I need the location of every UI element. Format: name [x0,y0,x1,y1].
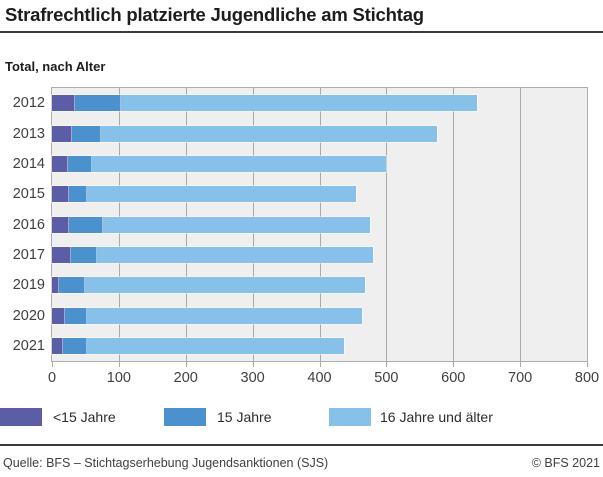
bar-row-2017 [50,245,587,264]
title-divider [0,31,603,33]
x-tick-200 [185,362,187,367]
bar-segment-2017--15-jahre [50,245,73,264]
x-axis-label-400: 400 [307,370,332,386]
x-tick-700 [520,362,522,367]
legend-label: <15 Jahre [53,409,116,425]
bar-row-2019 [50,276,587,295]
x-tick-500 [386,362,388,367]
bar-segment-2014-16-jahre-und-lter [91,154,388,173]
bar-segment-2021-15-jahre [61,336,88,355]
bar-segment-2013-15-jahre [71,124,103,143]
bar-segment-2019--15-jahre [50,276,61,295]
y-axis-label-2020: 2020 [12,307,45,324]
bar-row-2014 [50,154,587,173]
legend: <15 Jahre 15 Jahre 16 Jahre und älter [0,408,603,426]
x-axis-label-300: 300 [240,370,265,386]
y-axis-label-2013: 2013 [12,125,45,142]
bar-segment-2020--15-jahre [51,306,66,325]
bar-segment-2014-15-jahre [67,154,94,173]
footer-copyright: © BFS 2021 [531,456,600,470]
bar-segment-2012--15-jahre [50,94,77,113]
x-axis-label-500: 500 [374,370,399,386]
x-axis-label-0: 0 [47,370,57,386]
x-axis-label-800: 800 [574,370,600,386]
bar-row-2016 [50,215,587,234]
y-axis-label-2019: 2019 [12,277,45,294]
legend-label: 15 Jahre [217,409,272,425]
bar-segment-2017-16-jahre-und-lter [96,245,374,264]
y-axis-label-2017: 2017 [12,246,45,263]
y-axis-label-2021: 2021 [12,337,45,354]
x-tick-0 [52,362,53,367]
y-axis-label-2012: 2012 [12,95,45,112]
legend-swatch-15 [164,408,206,426]
gridline-x-700 [520,88,522,361]
bar-segment-2012-16-jahre-und-lter [119,94,478,113]
x-tick-600 [453,362,455,367]
x-tick-100 [118,362,120,367]
bar-segment-2019-15-jahre [58,276,87,295]
bar-row-2021 [51,336,587,355]
bar-segment-2015-16-jahre-und-lter [85,185,358,204]
x-axis-label-100: 100 [106,370,131,386]
y-axis-label-2014: 2014 [12,155,45,172]
bar-segment-2013-16-jahre-und-lter [100,124,438,143]
bar-segment-2016--15-jahre [50,215,71,234]
bar-row-2012 [50,94,587,113]
bar-segment-2021-16-jahre-und-lter [85,336,345,355]
legend-swatch-16plus [329,408,371,426]
y-axis-label-2015: 2015 [12,186,45,203]
plot-area [50,87,588,362]
bar-segment-2015-15-jahre [68,185,88,204]
y-axis-label-2016: 2016 [12,216,45,233]
bar-segment-2020-16-jahre-und-lter [86,306,364,325]
bar-segment-2013--15-jahre [50,124,74,143]
bar-segment-2015--15-jahre [50,185,71,204]
bar-row-2015 [50,185,587,204]
bar-segment-2019-16-jahre-und-lter [84,276,366,295]
bar-segment-2017-15-jahre [70,245,99,264]
x-axis-label-700: 700 [508,370,533,386]
x-axis-label-600: 600 [441,370,466,386]
x-tick-400 [319,362,321,367]
bar-row-2020 [51,306,587,325]
x-tick-800 [587,362,588,367]
footer-source: Quelle: BFS – Stichtagserhebung Jugendsa… [3,456,329,470]
chart-title: Strafrechtlich platzierte Jugendliche am… [5,4,424,25]
bar-segment-2016-15-jahre [68,215,104,234]
footer-divider [0,444,603,446]
chart-subtitle: Total, nach Alter [5,59,106,74]
x-axis-label-200: 200 [173,370,198,386]
legend-swatch-under15 [0,408,42,426]
legend-label: 16 Jahre und älter [380,409,493,425]
bar-segment-2020-15-jahre [63,306,89,325]
gridline-x-600 [453,88,455,361]
bar-segment-2016-16-jahre-und-lter [101,215,372,234]
gridline-x-500 [386,88,388,361]
bar-row-2013 [50,124,587,143]
bar-segment-2014--15-jahre [50,154,70,173]
bar-segment-2021--15-jahre [51,336,64,355]
bar-segment-2012-15-jahre [74,94,122,113]
x-tick-300 [252,362,254,367]
